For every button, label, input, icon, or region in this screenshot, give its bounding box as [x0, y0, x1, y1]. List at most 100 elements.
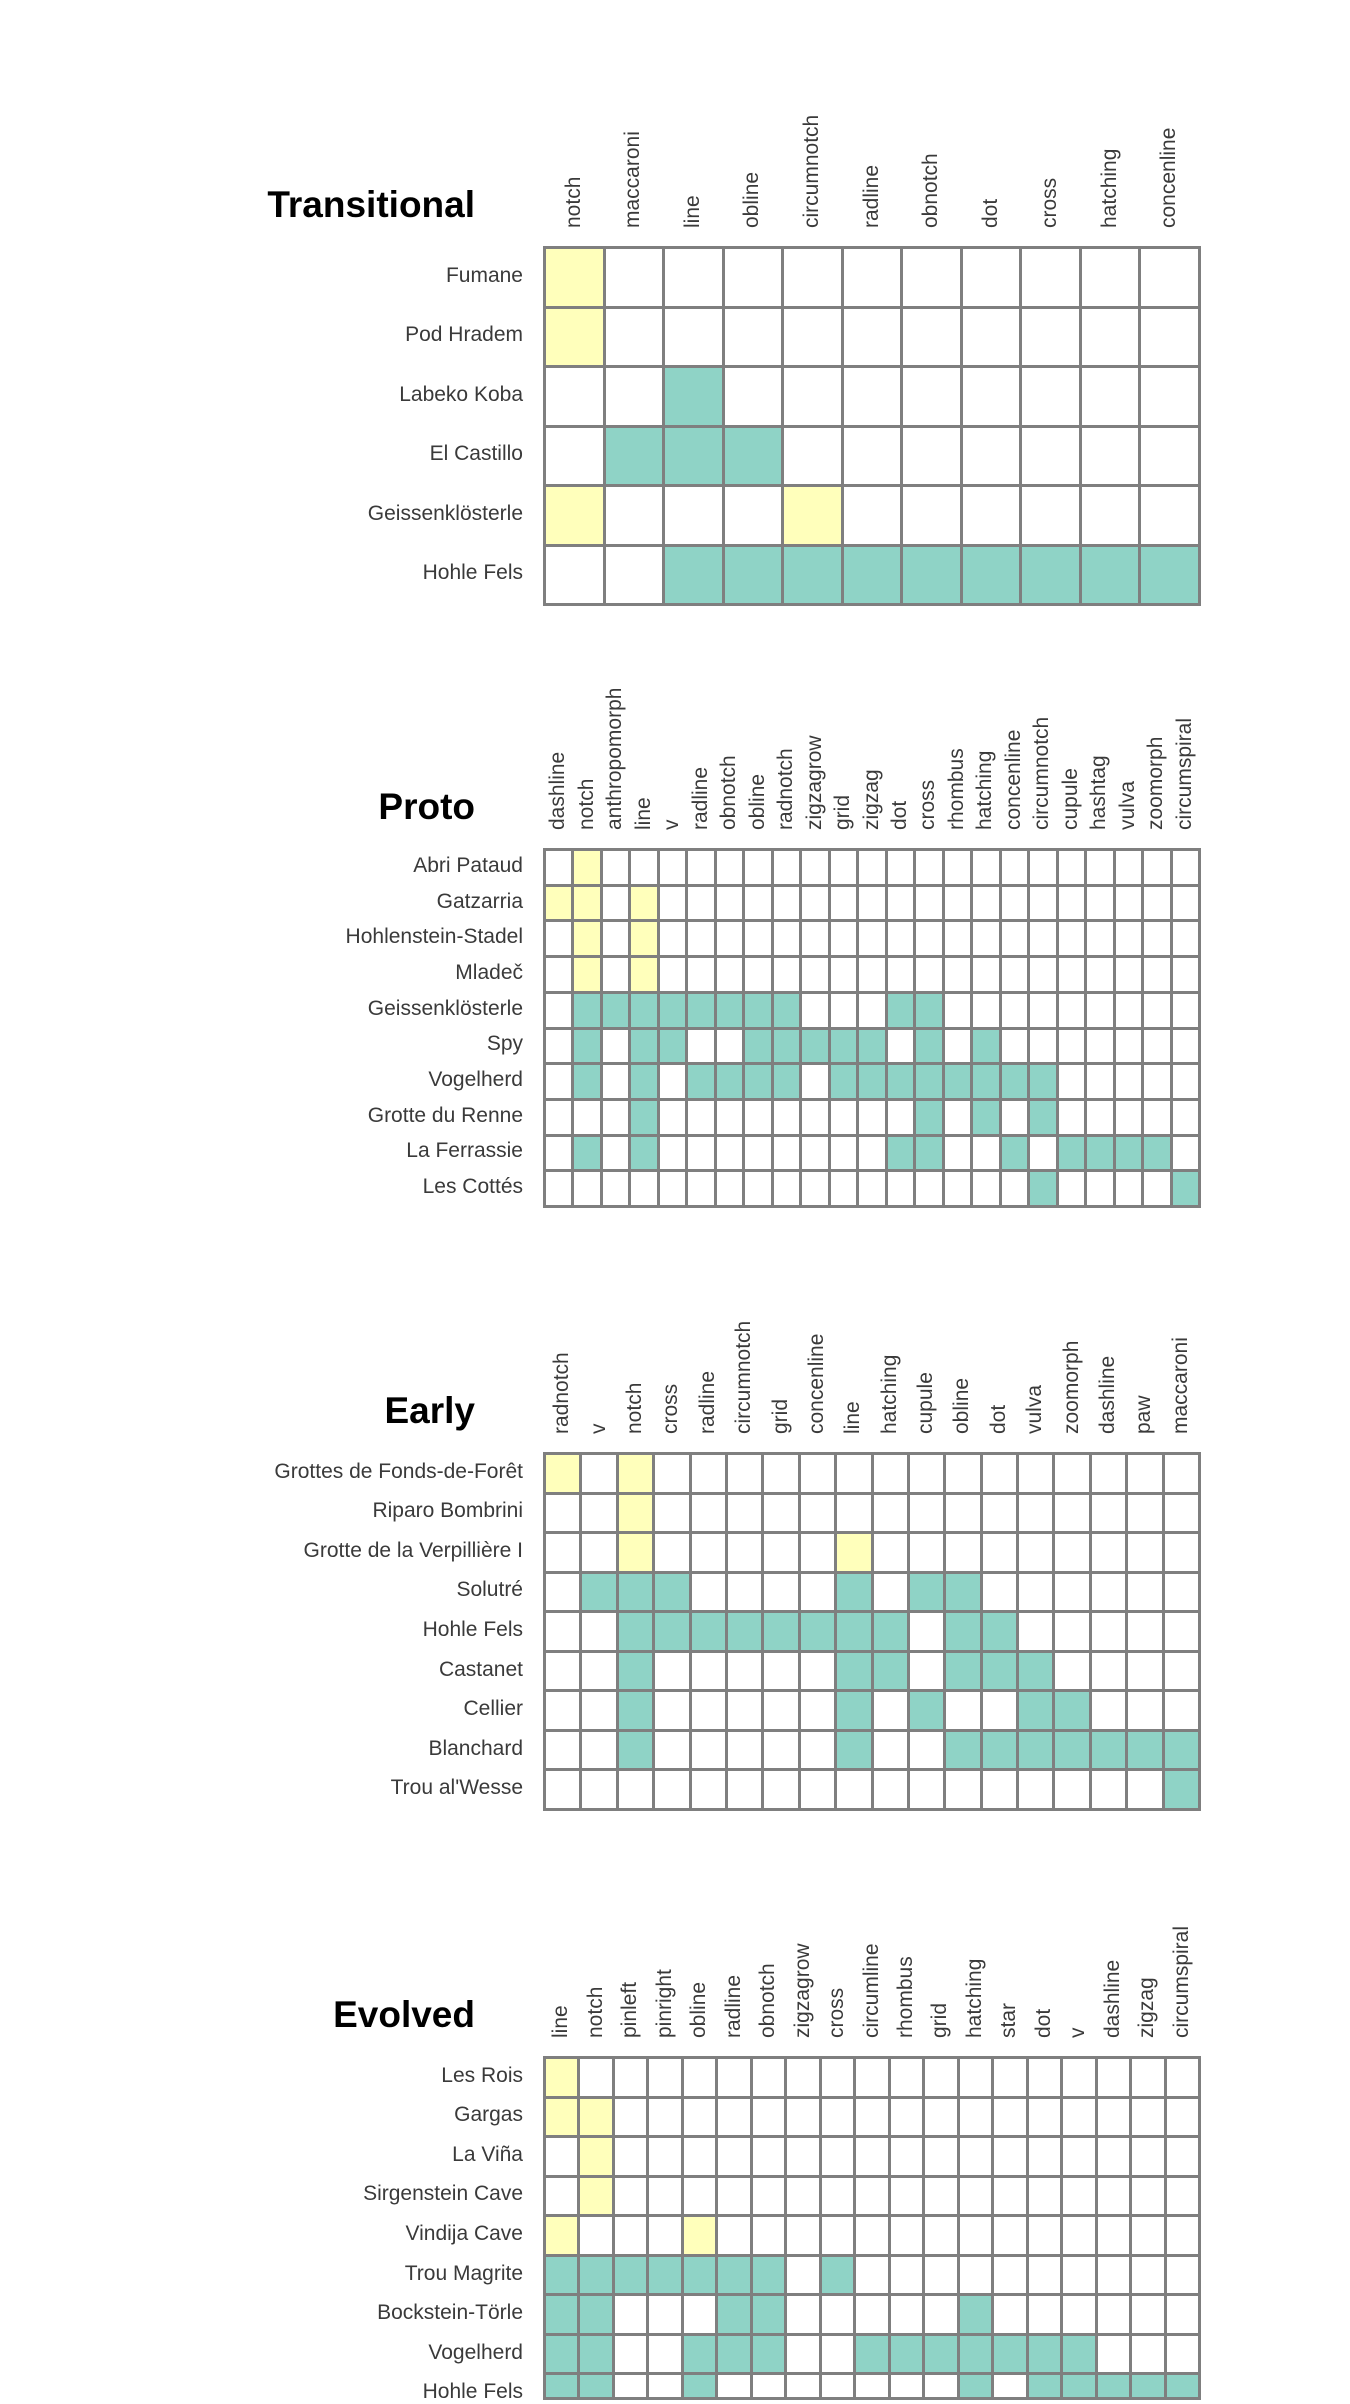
- proto-cell: [1027, 884, 1059, 922]
- evolved-cell: [991, 2175, 1029, 2217]
- early-cell: [725, 1650, 764, 1692]
- early-cell: [725, 1689, 764, 1732]
- early-row-label: Riparo Bombrini: [372, 1499, 523, 1523]
- early-cell: [543, 1610, 582, 1653]
- early-cell: [1016, 1610, 1055, 1653]
- early-cell: [834, 1650, 874, 1692]
- proto-cell: [657, 1169, 688, 1208]
- early-cell: [1089, 1768, 1128, 1811]
- evolved-cell: [784, 2056, 822, 2099]
- proto-column-label: notch: [574, 778, 598, 830]
- evolved-cell: [750, 2135, 787, 2178]
- transitional-column-label: radline: [859, 164, 883, 228]
- early-cell: [1089, 1610, 1128, 1653]
- transitional-cell: [662, 306, 725, 368]
- evolved-cell: [1060, 2372, 1098, 2400]
- early-column-label: notch: [622, 1382, 646, 1434]
- early-cell: [761, 1610, 801, 1653]
- evolved-cell: [784, 2333, 822, 2375]
- proto-cell: [571, 955, 603, 994]
- evolved-row-label: Les Rois: [441, 2063, 523, 2087]
- proto-cell: [885, 991, 916, 1030]
- evolved-cell: [819, 2254, 856, 2296]
- evolved-cell: [1060, 2056, 1098, 2099]
- evolved-cell: [1095, 2214, 1132, 2257]
- proto-cell: [856, 1169, 888, 1208]
- early-row-label: Castanet: [438, 1657, 523, 1681]
- early-cell: [834, 1452, 874, 1495]
- proto-cell: [856, 848, 888, 887]
- evolved-cell: [1095, 2096, 1132, 2138]
- proto-cell: [742, 1027, 774, 1065]
- early-cell: [1089, 1650, 1128, 1692]
- early-cell: [1052, 1650, 1092, 1692]
- proto-cell: [1141, 955, 1173, 994]
- early-column-label: hatching: [877, 1354, 901, 1434]
- proto-cell: [1170, 955, 1201, 994]
- evolved-cell: [1060, 2333, 1098, 2375]
- proto-cell: [856, 1027, 888, 1065]
- proto-cell: [856, 919, 888, 958]
- evolved-column-label: circumline: [859, 1943, 883, 2038]
- early-row-label: Solutré: [456, 1578, 523, 1602]
- proto-cell: [799, 991, 831, 1030]
- evolved-cell: [577, 2135, 615, 2178]
- evolved-cell: [681, 2372, 718, 2400]
- proto-cell: [657, 848, 688, 887]
- transitional-row-label: Geissenklösterle: [367, 501, 523, 525]
- proto-cell: [799, 1169, 831, 1208]
- proto-column-label: dot: [887, 800, 911, 830]
- transitional-cell: [1138, 544, 1201, 606]
- proto-cell: [970, 884, 1002, 922]
- proto-cell: [571, 919, 603, 958]
- evolved-cell: [577, 2372, 615, 2400]
- evolved-cell: [888, 2175, 925, 2217]
- proto-cell: [657, 1062, 688, 1101]
- early-cell: [652, 1689, 692, 1732]
- early-cell: [689, 1531, 728, 1574]
- proto-row-label: Grotte du Renne: [367, 1103, 523, 1127]
- proto-cell: [742, 1098, 774, 1137]
- early-cell: [907, 1729, 946, 1771]
- evolved-column-label: dashline: [1100, 1959, 1124, 2038]
- proto-cell: [543, 991, 574, 1030]
- proto-column-label: radline: [688, 766, 712, 830]
- transitional-cell: [960, 246, 1022, 309]
- early-cell: [834, 1768, 874, 1811]
- early-cell: [798, 1650, 837, 1692]
- proto-cell: [885, 848, 916, 887]
- proto-column-label: obline: [745, 773, 769, 830]
- early-column-label: v: [586, 1423, 610, 1435]
- early-cell: [834, 1571, 874, 1613]
- evolved-cell: [646, 2135, 684, 2178]
- proto-cell: [999, 1027, 1030, 1065]
- evolved-cell: [819, 2293, 856, 2336]
- early-cell: [1016, 1492, 1055, 1534]
- evolved-cell: [543, 2135, 580, 2178]
- proto-cell: [999, 1134, 1030, 1172]
- early-cell: [1125, 1492, 1165, 1534]
- evolved-column-label: zigzagrow: [790, 1943, 814, 2038]
- evolved-cell: [1129, 2175, 1167, 2217]
- evolved-cell: [1060, 2135, 1098, 2178]
- evolved-cell: [957, 2254, 994, 2296]
- transitional-column-label: dot: [978, 198, 1002, 228]
- proto-column-label: hashtag: [1087, 755, 1111, 830]
- proto-cell: [885, 1098, 916, 1137]
- early-cell: [871, 1492, 910, 1534]
- evolved-cell: [1129, 2056, 1167, 2099]
- early-cell: [1125, 1531, 1165, 1574]
- evolved-cell: [681, 2214, 718, 2257]
- proto-cell: [742, 955, 774, 994]
- evolved-cell: [784, 2135, 822, 2178]
- proto-cell: [828, 991, 859, 1030]
- early-cell: [1052, 1689, 1092, 1732]
- transitional-cell: [1138, 365, 1201, 428]
- evolved-cell: [784, 2372, 822, 2400]
- early-cell: [761, 1531, 801, 1574]
- proto-row-label: Abri Pataud: [413, 853, 523, 877]
- evolved-cell: [1129, 2135, 1167, 2178]
- evolved-cell: [1060, 2214, 1098, 2257]
- proto-cell: [1056, 991, 1087, 1030]
- early-cell: [1162, 1492, 1201, 1534]
